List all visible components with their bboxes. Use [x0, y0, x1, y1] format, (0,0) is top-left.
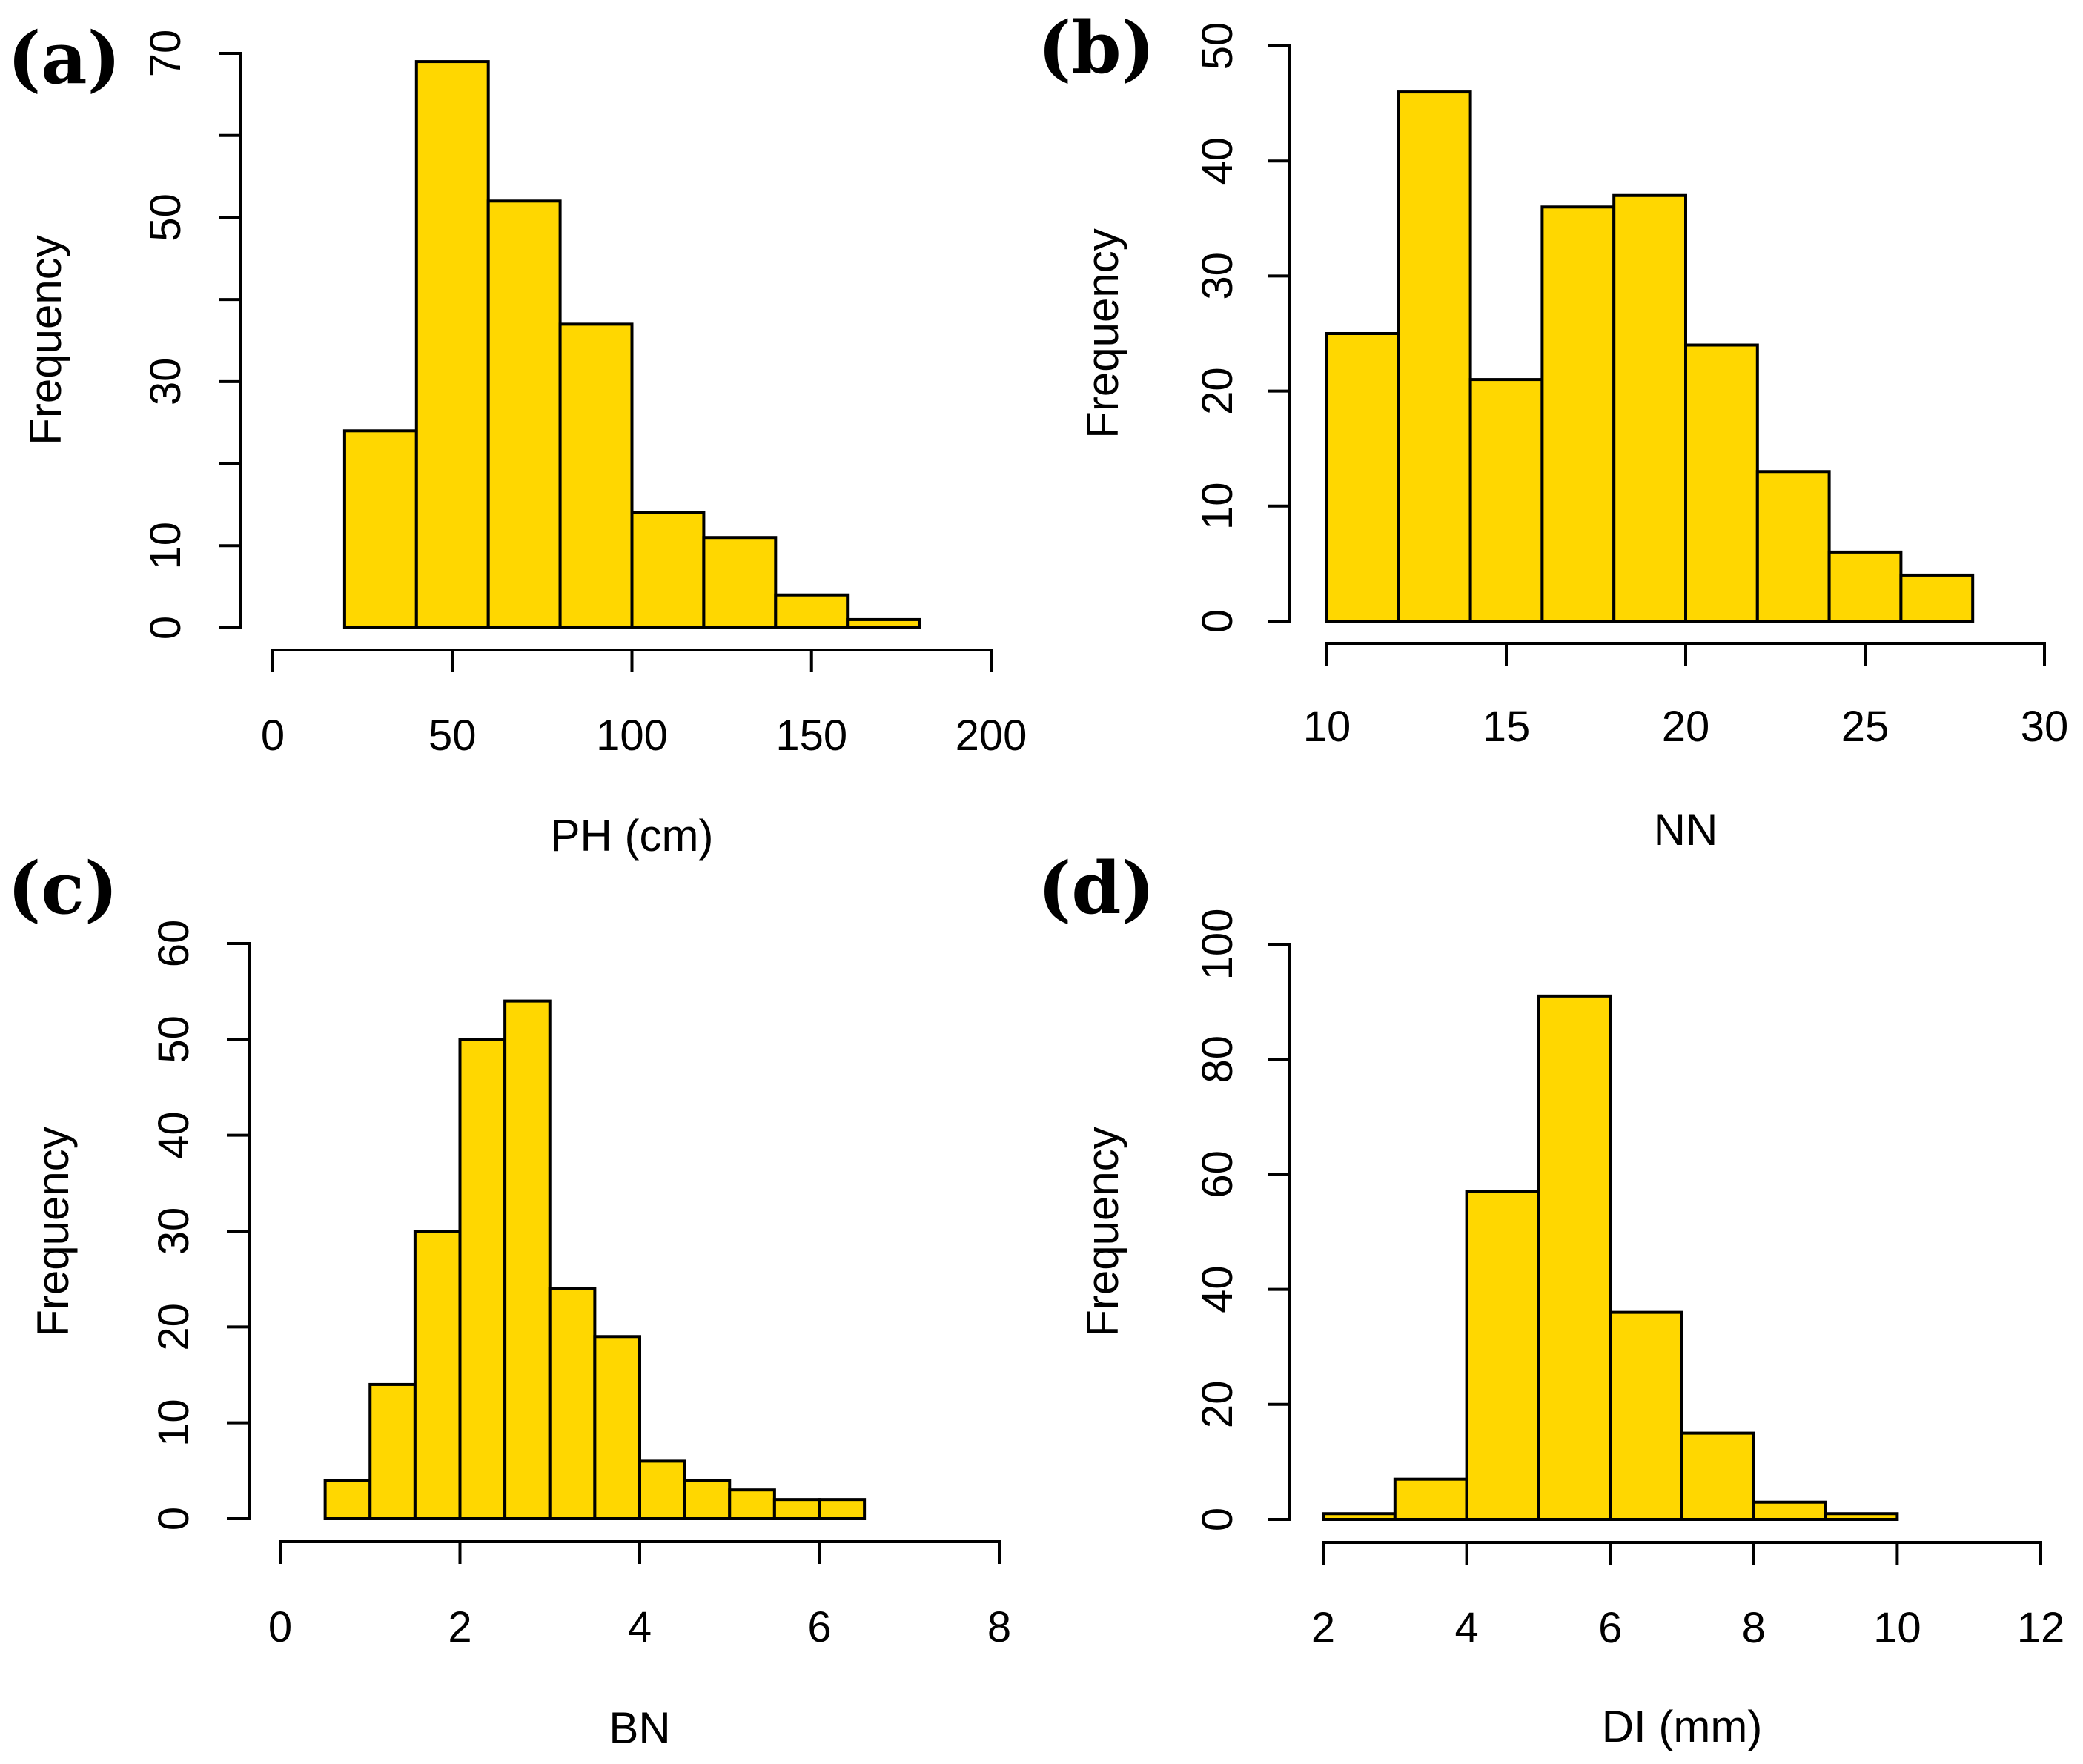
- x-tick-label: 0: [261, 712, 285, 760]
- panel-label: (a): [7, 16, 121, 100]
- x-axis-title: BN: [609, 1703, 670, 1753]
- x-tick-label: 4: [628, 1603, 652, 1651]
- x-axis-title: DI (mm): [1602, 1702, 1763, 1751]
- chart-panel-2: 10 15 20 25 30 0 10 20 30 40 50 NN Frequency (b): [1038, 6, 2068, 855]
- y-axis-title: Frequency: [21, 235, 70, 445]
- histogram-bar: [342, 429, 418, 629]
- x-tick-label: 30: [2021, 703, 2069, 751]
- y-tick-label: 60: [150, 920, 198, 968]
- y-tick-label: 10: [142, 522, 190, 570]
- x-tick-label: 6: [1598, 1604, 1622, 1652]
- histogram-bar: [323, 1479, 372, 1521]
- histogram-bar: [1325, 332, 1400, 623]
- y-tick-label: 100: [1193, 909, 1242, 981]
- histogram-bar: [1322, 1512, 1397, 1521]
- panel-label: (d): [1038, 846, 1155, 930]
- panel-label: (b): [1038, 6, 1155, 90]
- x-tick-label: 8: [1742, 1604, 1766, 1652]
- y-axis-title: Frequency: [1078, 1127, 1127, 1336]
- y-tick-label: 0: [1193, 609, 1242, 633]
- y-tick-label: 30: [1193, 252, 1242, 300]
- y-tick-label: 30: [150, 1207, 198, 1256]
- x-tick-label: 2: [448, 1603, 471, 1651]
- y-tick-label: 30: [142, 358, 190, 406]
- x-tick-label: 2: [1311, 1604, 1335, 1652]
- y-tick-label: 0: [1193, 1508, 1242, 1531]
- x-axis-title: NN: [1654, 805, 1718, 855]
- histogram-bar: [728, 1488, 776, 1520]
- y-tick-label: 50: [142, 193, 190, 242]
- histogram-bar: [1465, 1190, 1540, 1522]
- y-axis-title: Frequency: [28, 1127, 78, 1336]
- histogram-bar: [458, 1038, 507, 1521]
- histogram-bar: [774, 593, 850, 630]
- y-tick-label: 10: [1193, 483, 1242, 531]
- histogram-bar: [1468, 378, 1544, 623]
- histogram-bar: [772, 1498, 821, 1520]
- panel-label: (c): [7, 846, 118, 930]
- histogram-bar: [1899, 573, 1975, 623]
- y-tick-label: 10: [150, 1399, 198, 1447]
- histogram-bar: [630, 511, 706, 629]
- histogram-bar: [1684, 343, 1759, 623]
- histogram-bar: [1752, 1500, 1827, 1521]
- histogram-bar: [683, 1479, 732, 1521]
- histogram-bar: [558, 322, 634, 629]
- histogram-bar: [638, 1459, 686, 1521]
- y-tick-label: 0: [150, 1507, 198, 1531]
- histogram-bar: [593, 1335, 641, 1521]
- x-tick-label: 50: [428, 712, 477, 760]
- y-tick-label: 60: [1193, 1150, 1242, 1198]
- x-tick-label: 25: [1841, 703, 1890, 751]
- y-tick-label: 20: [1193, 367, 1242, 415]
- y-tick-label: 50: [1193, 22, 1242, 70]
- histogram-bar: [1537, 994, 1612, 1521]
- histogram-bar: [413, 1230, 462, 1520]
- histogram-bar: [1824, 1512, 1899, 1521]
- histogram-bar: [548, 1287, 597, 1520]
- y-tick-label: 50: [150, 1015, 198, 1064]
- x-tick-label: 4: [1454, 1604, 1478, 1652]
- histogram-bar: [846, 617, 921, 630]
- x-tick-label: 0: [268, 1603, 292, 1651]
- y-tick-label: 40: [1193, 1265, 1242, 1313]
- histogram-bar: [1397, 90, 1472, 623]
- histogram-bar: [1609, 1310, 1683, 1521]
- histogram-bar: [414, 60, 490, 630]
- y-tick-label: 40: [1193, 137, 1242, 185]
- histogram-bar: [818, 1498, 867, 1520]
- y-tick-label: 70: [142, 30, 190, 78]
- y-tick-label: 0: [142, 616, 190, 640]
- y-tick-label: 40: [150, 1111, 198, 1159]
- x-tick-label: 200: [956, 712, 1027, 760]
- x-tick-label: 6: [807, 1603, 831, 1651]
- x-tick-label: 10: [1873, 1604, 1921, 1652]
- x-tick-label: 12: [2017, 1604, 2065, 1652]
- histogram-bar: [1393, 1477, 1468, 1522]
- x-tick-label: 20: [1662, 703, 1710, 751]
- x-tick-label: 150: [775, 712, 847, 760]
- x-tick-label: 15: [1483, 703, 1531, 751]
- y-tick-label: 80: [1193, 1035, 1242, 1084]
- histogram-bar: [368, 1382, 417, 1521]
- x-axis-title: PH (cm): [551, 811, 714, 861]
- x-tick-label: 8: [987, 1603, 1011, 1651]
- histogram-bar: [1540, 205, 1616, 623]
- histogram-bar: [1755, 470, 1831, 623]
- histogram-bar: [1612, 193, 1687, 623]
- chart-panel-4: 2 4 6 8 10 12 0 20 40 60 80 100 DI (mm) Frequency (d): [1038, 846, 2064, 1751]
- histogram-bar: [503, 999, 552, 1520]
- histogram-bar: [1680, 1431, 1755, 1521]
- x-tick-label: 10: [1303, 703, 1351, 751]
- x-tick-label: 100: [596, 712, 668, 760]
- histogram-bar: [702, 536, 778, 630]
- y-axis-title: Frequency: [1078, 228, 1127, 438]
- y-tick-label: 20: [1193, 1381, 1242, 1429]
- y-tick-label: 20: [150, 1303, 198, 1351]
- histogram-bar: [486, 199, 562, 629]
- chart-panel-3: 0 2 4 6 8 0 10 20 30 40 50 60 BN Frequency (c): [7, 846, 1011, 1753]
- histogram-bar: [1827, 550, 1903, 623]
- chart-panel-1: 0 50 100 150 200 0 10 30 50 70 PH (cm) Frequency (a): [7, 16, 1027, 861]
